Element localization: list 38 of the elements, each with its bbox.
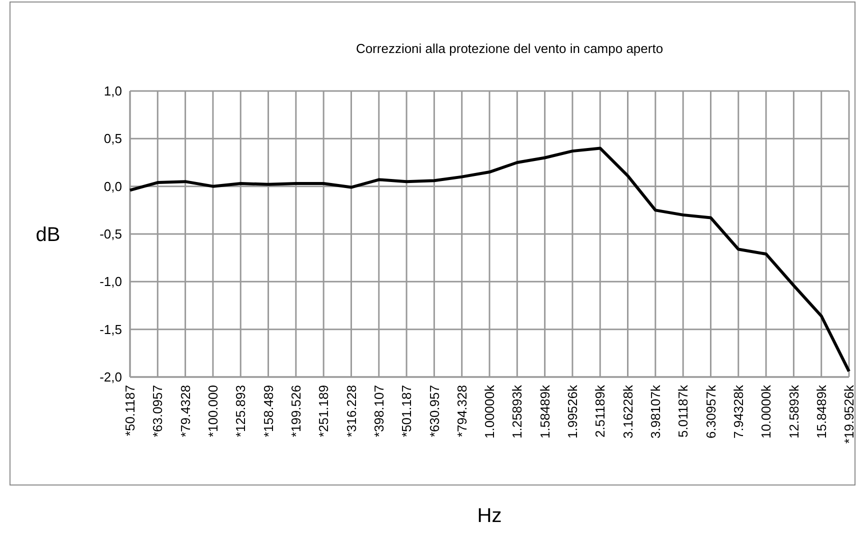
x-tick-label: *100.000 (206, 385, 221, 438)
y-axis-title: dB (36, 224, 60, 246)
x-tick-label: 15.8489k (814, 384, 829, 438)
y-tick-label: -1,0 (100, 274, 122, 290)
x-tick-label: 2.51189k (592, 384, 608, 438)
x-tick-label: 10.0000k (758, 384, 774, 438)
x-tick-label: *158.489 (260, 385, 276, 438)
x-tick-label: *251.189 (316, 385, 332, 438)
chart-title: Correzzioni alla protezione del vento in campo aperto (356, 41, 664, 56)
x-tick-label: 5.01187k (676, 384, 691, 438)
x-axis-title: Hz (477, 505, 502, 527)
y-tick-label: 0,0 (104, 178, 122, 194)
x-tick-label: *316.228 (344, 385, 359, 438)
line-series (128, 146, 850, 373)
y-tick-label: -2,0 (100, 370, 122, 385)
x-tick-label: 1.00000k (482, 384, 498, 438)
y-tick-label: 0,5 (104, 131, 122, 146)
x-tick-label: 3.98107k (648, 384, 663, 438)
x-tick-label: 12.5893k (786, 384, 802, 438)
x-tick-label: *50.1187 (122, 385, 138, 436)
y-tick-label: -1,5 (100, 322, 122, 337)
y-tick-label: 1,0 (104, 84, 122, 99)
x-tick-label: *125.893 (233, 385, 248, 438)
x-tick-label: 1.99526k (565, 384, 580, 438)
x-tick-label: *398.107 (371, 385, 386, 438)
x-tick-label: *63.0957 (150, 385, 166, 438)
x-tick-label: 1.58489k (537, 384, 552, 438)
x-tick-label: *630.957 (426, 385, 442, 438)
x-tick-label: *199.526 (288, 385, 304, 438)
x-tick-label: *79.4328 (178, 385, 193, 438)
x-tick-label: *19.9526k (842, 384, 857, 444)
x-tick-label: 6.30957k (703, 384, 718, 438)
y-tick-label: -0,5 (100, 226, 122, 242)
x-tick-label: 3.16228k (620, 384, 636, 438)
x-tick-label: *794.328 (454, 385, 470, 438)
x-tick-label: 1.25893k (510, 384, 525, 438)
x-tick-label: 7.94328k (730, 384, 746, 438)
x-tick-label: *501.187 (399, 385, 414, 438)
